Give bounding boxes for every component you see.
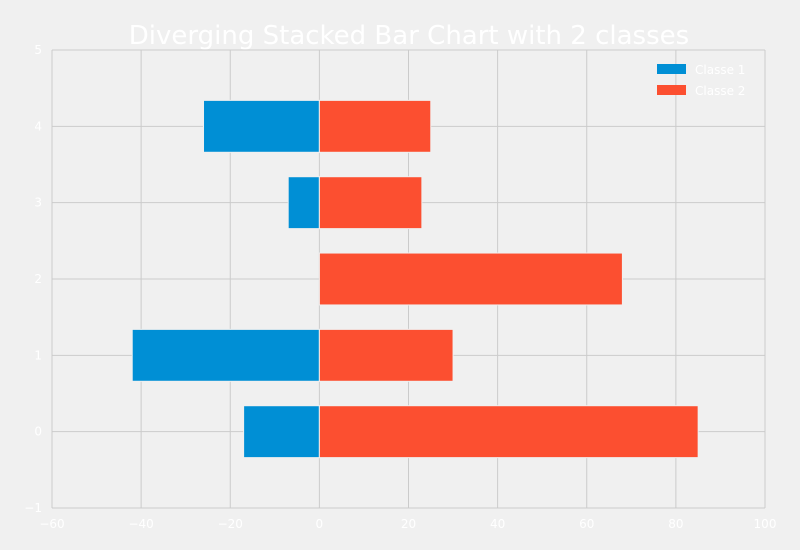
bar-series-2-category-1 — [318, 328, 454, 382]
x-tick-label: 0 — [316, 517, 324, 531]
y-tick-label: 3 — [34, 196, 42, 210]
bar-series-2-category-3 — [318, 176, 423, 230]
x-tick-label: −60 — [39, 517, 64, 531]
bar-series-1-category-4 — [203, 99, 320, 153]
bar-series-2-category-4 — [318, 99, 432, 153]
y-tick-label: 5 — [34, 43, 42, 57]
y-tick-label: 0 — [34, 425, 42, 439]
y-tick-label: 4 — [34, 119, 42, 133]
x-tick-label: −40 — [128, 517, 153, 531]
bar-series-2-category-0 — [318, 405, 699, 459]
legend-swatch-1 — [657, 64, 686, 74]
y-tick-label: −1 — [24, 501, 42, 515]
bars — [131, 99, 699, 459]
bar-series-1-category-0 — [243, 405, 320, 459]
x-tick-label: 40 — [490, 517, 505, 531]
legend-swatch-2 — [657, 85, 686, 95]
legend: Classe 1 Classe 2 — [657, 63, 745, 98]
bar-series-2-category-2 — [318, 252, 623, 306]
x-axis-ticks: −60 −40 −20 0 20 40 60 80 100 — [39, 517, 776, 531]
x-tick-label: 80 — [668, 517, 683, 531]
x-tick-label: −20 — [218, 517, 243, 531]
x-tick-label: 100 — [754, 517, 777, 531]
y-tick-label: 2 — [34, 272, 42, 286]
chart-title: Diverging Stacked Bar Chart with 2 class… — [129, 21, 689, 51]
legend-label-2: Classe 2 — [695, 84, 745, 98]
y-tick-label: 1 — [34, 348, 42, 362]
bar-series-1-category-3 — [287, 176, 320, 230]
y-axis-ticks: −1 0 1 2 3 4 5 — [24, 43, 42, 515]
x-tick-label: 60 — [579, 517, 594, 531]
legend-label-1: Classe 1 — [695, 63, 745, 77]
bar-series-1-category-1 — [131, 328, 320, 382]
x-tick-label: 20 — [401, 517, 416, 531]
